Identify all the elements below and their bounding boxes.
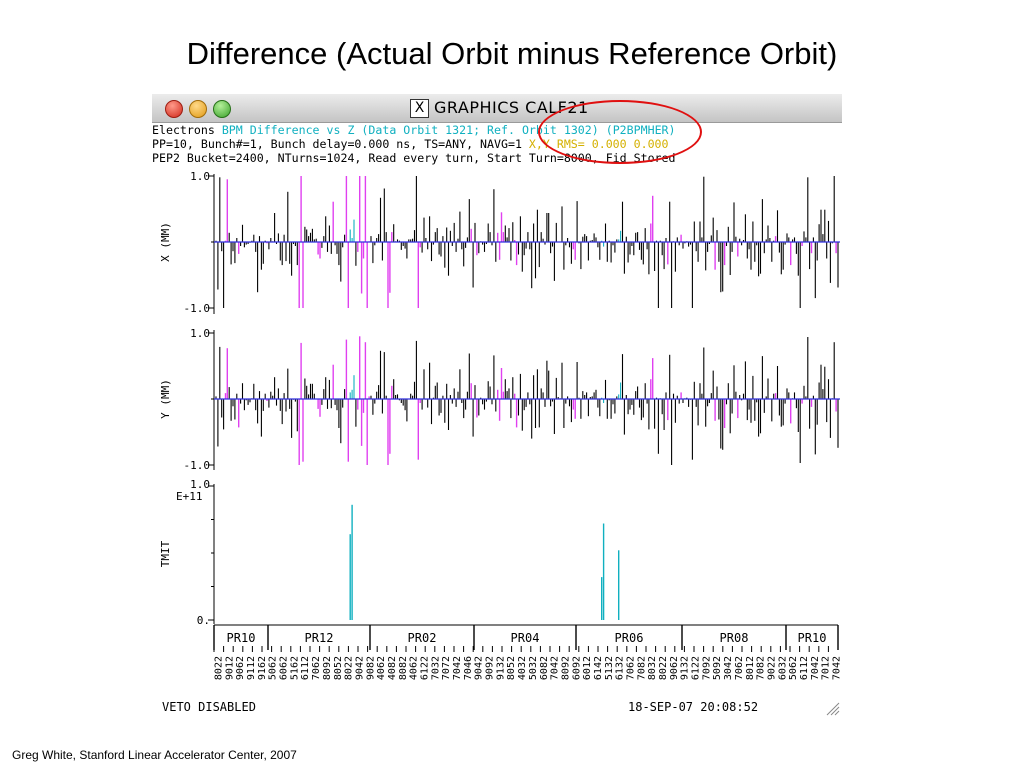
region-label: PR12 — [305, 631, 334, 645]
bpm-label: 6122 — [420, 656, 431, 680]
tmit-tick-label-top: 1.0 — [190, 478, 210, 491]
slide-footer: Greg White, Stanford Linear Accelerator … — [12, 748, 297, 762]
graphics-window: X GRAPHICS CALF21 Electrons BPM Differen… — [152, 94, 842, 718]
bpm-label-row: 8022 9012 9062 9112 9162 5062 6062 5162 6112 7062… — [214, 656, 843, 680]
bpm-label: 8092 — [560, 656, 571, 680]
bpm-label: 6012 — [582, 656, 593, 680]
bpm-label: 5032 — [528, 656, 539, 680]
bpm-label: 9022 — [766, 656, 777, 680]
bpm-label: 8032 — [647, 656, 658, 680]
bpm-label: 5162 — [289, 656, 300, 680]
bpm-label: 7042 — [452, 656, 463, 680]
bpm-label: 5132 — [604, 656, 615, 680]
region-label: PR10 — [798, 631, 827, 645]
timestamp: 18-SEP-07 20:08:52 — [628, 700, 759, 714]
bpm-label: 7062 — [311, 656, 322, 680]
resize-grip-icon[interactable] — [824, 700, 840, 716]
y-bars — [215, 336, 839, 465]
bpm-label: 6112 — [300, 656, 311, 680]
bpm-label: 5062 — [788, 656, 799, 680]
bpm-label: 8052 — [333, 656, 344, 680]
bpm-label: 6112 — [799, 656, 810, 680]
panel-tmit: 1.0 0. E+11 TMIT — [159, 478, 620, 627]
bpm-label: 9112 — [246, 656, 257, 680]
bpm-label: 4082 — [387, 656, 398, 680]
bpm-label: 7072 — [441, 656, 452, 680]
x11-icon: X — [410, 99, 429, 118]
bpm-label: 9082 — [365, 656, 376, 680]
bpm-label: 4062 — [376, 656, 387, 680]
y-tick-label-bottom: -1.0 — [184, 459, 211, 472]
bpm-label: 8022 — [214, 656, 225, 680]
y-tick-label-top: 1.0 — [190, 327, 210, 340]
tmit-axis-label: TMIT — [159, 540, 172, 567]
zoom-button[interactable] — [213, 100, 231, 118]
region-label: PR10 — [227, 631, 256, 645]
bpm-label: 9092 — [485, 656, 496, 680]
bpm-label: 5062 — [268, 656, 279, 680]
x-tick-label-top: 1.0 — [190, 170, 210, 183]
bpm-label: 6062 — [279, 656, 290, 680]
bpm-label: 7046 — [463, 656, 474, 680]
header-line-3: PEP2 Bucket=2400, NTurns=1024, Read ever… — [152, 151, 676, 165]
slide-title: Difference (Actual Orbit minus Reference… — [186, 36, 838, 71]
region-label: PR08 — [720, 631, 749, 645]
bpm-label: 9162 — [257, 656, 268, 680]
bpm-label: 9012 — [224, 656, 235, 680]
window-title: GRAPHICS CALF21 — [434, 98, 589, 117]
bpm-label: 9132 — [495, 656, 506, 680]
bpm-label: 7032 — [430, 656, 441, 680]
tmit-tick-label-bottom: 0. — [197, 614, 210, 627]
region-label: PR02 — [408, 631, 437, 645]
x-tick-label-bottom: -1.0 — [184, 302, 211, 315]
bpm-label: 6142 — [593, 656, 604, 680]
bpm-label: 4032 — [517, 656, 528, 680]
bpm-label: 6082 — [539, 656, 550, 680]
title-bar[interactable]: X GRAPHICS CALF21 — [152, 94, 842, 123]
bpm-label: 8052 — [506, 656, 517, 680]
bpm-label: 7042 — [832, 656, 843, 680]
minimize-button[interactable] — [189, 100, 207, 118]
header-beam: Electrons — [152, 123, 222, 137]
y-axis-label: Y (MM) — [159, 379, 172, 419]
annotation-circle — [538, 100, 702, 164]
bpm-label: 8012 — [745, 656, 756, 680]
panel-y: 1.0 -1.0 Y (MM) — [159, 327, 840, 472]
header-parameters: PP=10, Bunch#=1, Bunch delay=0.000 ns, T… — [152, 137, 529, 151]
bpm-label: 7042 — [810, 656, 821, 680]
bpm-label: 9062 — [235, 656, 246, 680]
bpm-label: 7062 — [734, 656, 745, 680]
bpm-label: 6132 — [615, 656, 626, 680]
x-axis-label: X (MM) — [159, 222, 172, 262]
bpm-label: 7092 — [701, 656, 712, 680]
bpm-label: 5092 — [712, 656, 723, 680]
bpm-label: 6032 — [777, 656, 788, 680]
region-label: PR04 — [511, 631, 540, 645]
bpm-label: 7082 — [636, 656, 647, 680]
bpm-label: 8022 — [344, 656, 355, 680]
bpm-difference-chart: 1.0 -1.0 X (MM) 1.0 -1.0 Y (MM) 1.0 0. E+11 TMIT P… — [159, 170, 843, 680]
bpm-label: 8022 — [658, 656, 669, 680]
bpm-label: 9042 — [474, 656, 485, 680]
bpm-label: 8092 — [322, 656, 333, 680]
close-button[interactable] — [165, 100, 183, 118]
bpm-label: 7062 — [626, 656, 637, 680]
bpm-label: 7082 — [756, 656, 767, 680]
region-label: PR06 — [615, 631, 644, 645]
panel-x: 1.0 -1.0 X (MM) — [159, 170, 840, 315]
tmit-scale-label: E+11 — [176, 490, 203, 503]
x-bars — [215, 176, 839, 308]
region-bar: PR10 PR12 PR02 PR04 PR06 PR08 PR10 — [213, 624, 839, 652]
bpm-label: 9132 — [680, 656, 691, 680]
bpm-label: 9062 — [669, 656, 680, 680]
bpm-label: 8082 — [398, 656, 409, 680]
bpm-label: 6092 — [571, 656, 582, 680]
bpm-label: 4062 — [409, 656, 420, 680]
bpm-label: 9042 — [354, 656, 365, 680]
bpm-label: 3042 — [723, 656, 734, 680]
bpm-label: 6122 — [691, 656, 702, 680]
bpm-label: 7012 — [821, 656, 832, 680]
veto-status: VETO DISABLED — [162, 700, 256, 714]
bpm-label: 7042 — [550, 656, 561, 680]
